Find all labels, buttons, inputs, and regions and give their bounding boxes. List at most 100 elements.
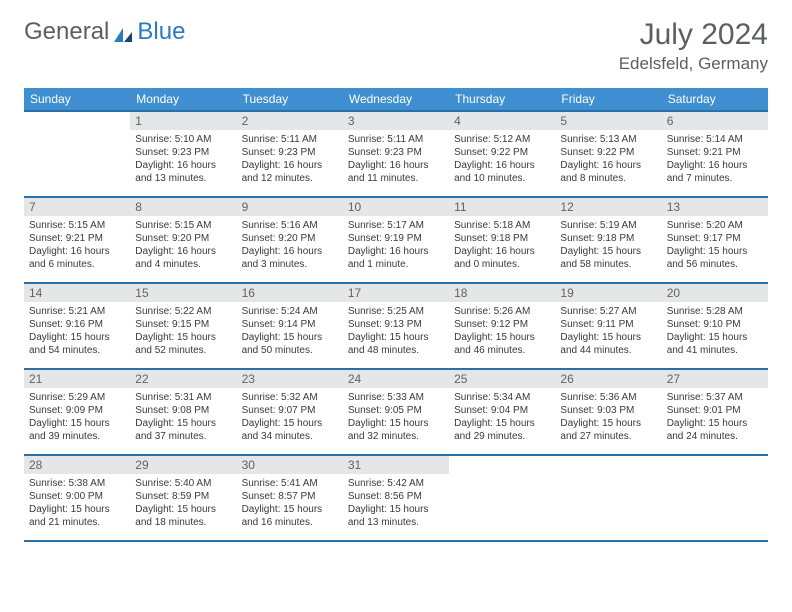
sunrise-text: Sunrise: 5:15 AM (29, 219, 125, 232)
sunset-text: Sunset: 9:15 PM (135, 318, 231, 331)
day-details: Sunrise: 5:26 AMSunset: 9:12 PMDaylight:… (449, 302, 555, 361)
sunset-text: Sunset: 9:23 PM (242, 146, 338, 159)
day-details: Sunrise: 5:40 AMSunset: 8:59 PMDaylight:… (130, 474, 236, 533)
day-number: 24 (343, 370, 449, 388)
day-number: 5 (555, 112, 661, 130)
logo: General Blue (24, 18, 185, 46)
sunrise-text: Sunrise: 5:37 AM (667, 391, 763, 404)
calendar-body: 1Sunrise: 5:10 AMSunset: 9:23 PMDaylight… (24, 111, 768, 541)
day-details: Sunrise: 5:25 AMSunset: 9:13 PMDaylight:… (343, 302, 449, 361)
day-number: 28 (24, 456, 130, 474)
calendar-cell: 4Sunrise: 5:12 AMSunset: 9:22 PMDaylight… (449, 111, 555, 197)
daylight-text: and 58 minutes. (560, 258, 656, 271)
daylight-text: Daylight: 16 hours (29, 245, 125, 258)
daylight-text: Daylight: 15 hours (348, 331, 444, 344)
daylight-text: and 50 minutes. (242, 344, 338, 357)
weekday-header: Saturday (662, 88, 768, 111)
day-number: 7 (24, 198, 130, 216)
calendar-cell: 22Sunrise: 5:31 AMSunset: 9:08 PMDayligh… (130, 369, 236, 455)
daylight-text: Daylight: 15 hours (135, 417, 231, 430)
day-number: 22 (130, 370, 236, 388)
daylight-text: and 39 minutes. (29, 430, 125, 443)
daylight-text: Daylight: 15 hours (667, 331, 763, 344)
sunrise-text: Sunrise: 5:40 AM (135, 477, 231, 490)
calendar-cell: 8Sunrise: 5:15 AMSunset: 9:20 PMDaylight… (130, 197, 236, 283)
sunrise-text: Sunrise: 5:28 AM (667, 305, 763, 318)
sunset-text: Sunset: 9:05 PM (348, 404, 444, 417)
calendar-cell: 21Sunrise: 5:29 AMSunset: 9:09 PMDayligh… (24, 369, 130, 455)
daylight-text: and 41 minutes. (667, 344, 763, 357)
day-number: 17 (343, 284, 449, 302)
calendar-cell: 30Sunrise: 5:41 AMSunset: 8:57 PMDayligh… (237, 455, 343, 541)
daylight-text: and 29 minutes. (454, 430, 550, 443)
calendar-cell: 11Sunrise: 5:18 AMSunset: 9:18 PMDayligh… (449, 197, 555, 283)
calendar-cell (24, 111, 130, 197)
daylight-text: and 34 minutes. (242, 430, 338, 443)
sunrise-text: Sunrise: 5:38 AM (29, 477, 125, 490)
daylight-text: Daylight: 15 hours (667, 417, 763, 430)
day-number: 21 (24, 370, 130, 388)
daylight-text: Daylight: 16 hours (348, 159, 444, 172)
sunrise-text: Sunrise: 5:19 AM (560, 219, 656, 232)
sunset-text: Sunset: 9:22 PM (560, 146, 656, 159)
sunrise-text: Sunrise: 5:16 AM (242, 219, 338, 232)
day-number: 29 (130, 456, 236, 474)
sunset-text: Sunset: 9:00 PM (29, 490, 125, 503)
daylight-text: and 11 minutes. (348, 172, 444, 185)
sunrise-text: Sunrise: 5:42 AM (348, 477, 444, 490)
day-number: 6 (662, 112, 768, 130)
sunset-text: Sunset: 9:16 PM (29, 318, 125, 331)
daylight-text: Daylight: 15 hours (135, 331, 231, 344)
day-number: 19 (555, 284, 661, 302)
day-number: 31 (343, 456, 449, 474)
sunrise-text: Sunrise: 5:10 AM (135, 133, 231, 146)
calendar-cell: 23Sunrise: 5:32 AMSunset: 9:07 PMDayligh… (237, 369, 343, 455)
sunrise-text: Sunrise: 5:20 AM (667, 219, 763, 232)
daylight-text: and 10 minutes. (454, 172, 550, 185)
logo-text-2: Blue (137, 18, 185, 46)
day-details: Sunrise: 5:16 AMSunset: 9:20 PMDaylight:… (237, 216, 343, 275)
sunrise-text: Sunrise: 5:12 AM (454, 133, 550, 146)
sunset-text: Sunset: 8:57 PM (242, 490, 338, 503)
daylight-text: Daylight: 15 hours (667, 245, 763, 258)
calendar-row: 21Sunrise: 5:29 AMSunset: 9:09 PMDayligh… (24, 369, 768, 455)
day-number: 23 (237, 370, 343, 388)
calendar-cell: 2Sunrise: 5:11 AMSunset: 9:23 PMDaylight… (237, 111, 343, 197)
day-details: Sunrise: 5:24 AMSunset: 9:14 PMDaylight:… (237, 302, 343, 361)
sunrise-text: Sunrise: 5:36 AM (560, 391, 656, 404)
day-details: Sunrise: 5:18 AMSunset: 9:18 PMDaylight:… (449, 216, 555, 275)
daylight-text: Daylight: 15 hours (560, 245, 656, 258)
calendar-cell: 19Sunrise: 5:27 AMSunset: 9:11 PMDayligh… (555, 283, 661, 369)
day-number: 13 (662, 198, 768, 216)
calendar-cell: 6Sunrise: 5:14 AMSunset: 9:21 PMDaylight… (662, 111, 768, 197)
sunset-text: Sunset: 9:22 PM (454, 146, 550, 159)
calendar-cell: 18Sunrise: 5:26 AMSunset: 9:12 PMDayligh… (449, 283, 555, 369)
daylight-text: and 54 minutes. (29, 344, 125, 357)
day-number: 10 (343, 198, 449, 216)
sunset-text: Sunset: 9:21 PM (667, 146, 763, 159)
daylight-text: and 0 minutes. (454, 258, 550, 271)
weekday-header: Wednesday (343, 88, 449, 111)
daylight-text: and 27 minutes. (560, 430, 656, 443)
daylight-text: and 32 minutes. (348, 430, 444, 443)
daylight-text: and 52 minutes. (135, 344, 231, 357)
calendar-cell: 12Sunrise: 5:19 AMSunset: 9:18 PMDayligh… (555, 197, 661, 283)
sunrise-text: Sunrise: 5:14 AM (667, 133, 763, 146)
calendar-cell: 15Sunrise: 5:22 AMSunset: 9:15 PMDayligh… (130, 283, 236, 369)
day-number: 30 (237, 456, 343, 474)
day-details: Sunrise: 5:20 AMSunset: 9:17 PMDaylight:… (662, 216, 768, 275)
day-details: Sunrise: 5:12 AMSunset: 9:22 PMDaylight:… (449, 130, 555, 189)
day-details: Sunrise: 5:38 AMSunset: 9:00 PMDaylight:… (24, 474, 130, 533)
sunset-text: Sunset: 9:11 PM (560, 318, 656, 331)
daylight-text: Daylight: 16 hours (560, 159, 656, 172)
daylight-text: and 24 minutes. (667, 430, 763, 443)
day-details: Sunrise: 5:14 AMSunset: 9:21 PMDaylight:… (662, 130, 768, 189)
day-number: 25 (449, 370, 555, 388)
day-details: Sunrise: 5:34 AMSunset: 9:04 PMDaylight:… (449, 388, 555, 447)
daylight-text: Daylight: 15 hours (135, 503, 231, 516)
sunset-text: Sunset: 9:18 PM (560, 232, 656, 245)
sunset-text: Sunset: 9:23 PM (348, 146, 444, 159)
sunrise-text: Sunrise: 5:33 AM (348, 391, 444, 404)
header: General Blue July 2024 Edelsfeld, German… (24, 18, 768, 74)
sunset-text: Sunset: 9:23 PM (135, 146, 231, 159)
